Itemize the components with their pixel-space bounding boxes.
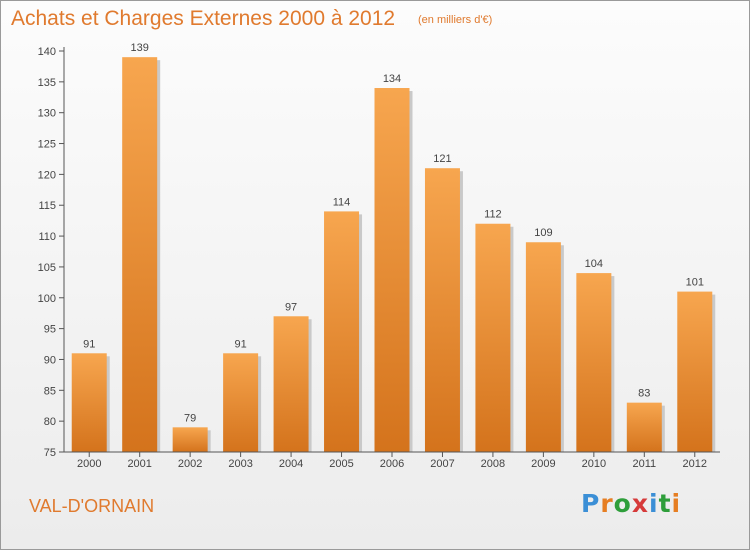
bar: [525, 242, 561, 452]
x-tick-label: 2004: [279, 458, 303, 470]
y-tick-label: 135: [38, 77, 56, 89]
brand-letter: i: [671, 489, 682, 518]
y-tick-label: 90: [44, 354, 56, 366]
y-tick-label: 80: [44, 416, 56, 428]
y-tick-label: 105: [38, 262, 56, 274]
bar-value-label: 109: [534, 227, 552, 239]
brand-letter: t: [658, 489, 672, 518]
bar-value-label: 97: [285, 301, 297, 313]
bar-value-label: 79: [184, 412, 196, 424]
y-tick-label: 130: [38, 108, 56, 120]
y-tick-label: 125: [38, 139, 56, 151]
y-tick-label: 110: [38, 231, 56, 243]
y-tick-label: 85: [44, 385, 56, 397]
bar: [273, 316, 309, 452]
y-tick-label: 140: [38, 46, 56, 58]
x-tick-label: 2007: [430, 458, 454, 470]
bar: [424, 168, 460, 452]
bar: [576, 273, 612, 452]
y-tick-label: 75: [44, 447, 56, 459]
bar-value-label: 112: [484, 209, 502, 221]
x-tick-label: 2011: [632, 458, 656, 470]
brand-letter: P: [581, 489, 601, 518]
x-tick-label: 2012: [683, 458, 707, 470]
x-tick-label: 2003: [228, 458, 252, 470]
y-tick-label: 100: [38, 293, 56, 305]
bar: [172, 427, 208, 452]
brand-letter: o: [613, 489, 632, 518]
x-tick-label: 2009: [531, 458, 555, 470]
x-tick-label: 2005: [329, 458, 353, 470]
bar: [626, 402, 662, 452]
x-tick-label: 2001: [127, 458, 151, 470]
x-tick-label: 2006: [380, 458, 404, 470]
x-tick-label: 2002: [178, 458, 202, 470]
bar-value-label: 139: [131, 42, 149, 54]
chart-unit: (en milliers d'€): [418, 14, 493, 26]
y-tick-label: 95: [44, 324, 56, 336]
x-tick-label: 2008: [481, 458, 505, 470]
chart-title: Achats et Charges Externes 2000 à 2012: [11, 7, 396, 30]
bar: [374, 88, 410, 452]
brand-letter: x: [631, 489, 649, 518]
x-tick-label: 2000: [77, 458, 101, 470]
bar-value-label: 104: [585, 258, 603, 270]
bar-value-label: 134: [383, 73, 401, 85]
brand-letter: i: [649, 489, 659, 518]
bar-value-label: 121: [433, 153, 451, 165]
bar: [324, 211, 360, 452]
brand-letter: r: [600, 489, 614, 518]
x-tick-label: 2010: [582, 458, 606, 470]
bar: [223, 353, 259, 452]
proxiti-logo: Proxiti: [581, 489, 681, 518]
bar: [475, 223, 511, 452]
bar: [71, 353, 107, 452]
y-tick-label: 115: [38, 200, 56, 212]
y-tick-label: 120: [38, 169, 56, 181]
bar-value-label: 114: [333, 196, 351, 208]
bar-value-label: 83: [638, 388, 650, 400]
bar: [122, 57, 158, 453]
bar-value-label: 91: [83, 338, 95, 350]
bar-value-label: 101: [686, 277, 704, 289]
commune-name: VAL-D'ORNAIN: [29, 496, 155, 516]
bar-value-label: 91: [234, 338, 246, 350]
bar: [677, 291, 713, 452]
